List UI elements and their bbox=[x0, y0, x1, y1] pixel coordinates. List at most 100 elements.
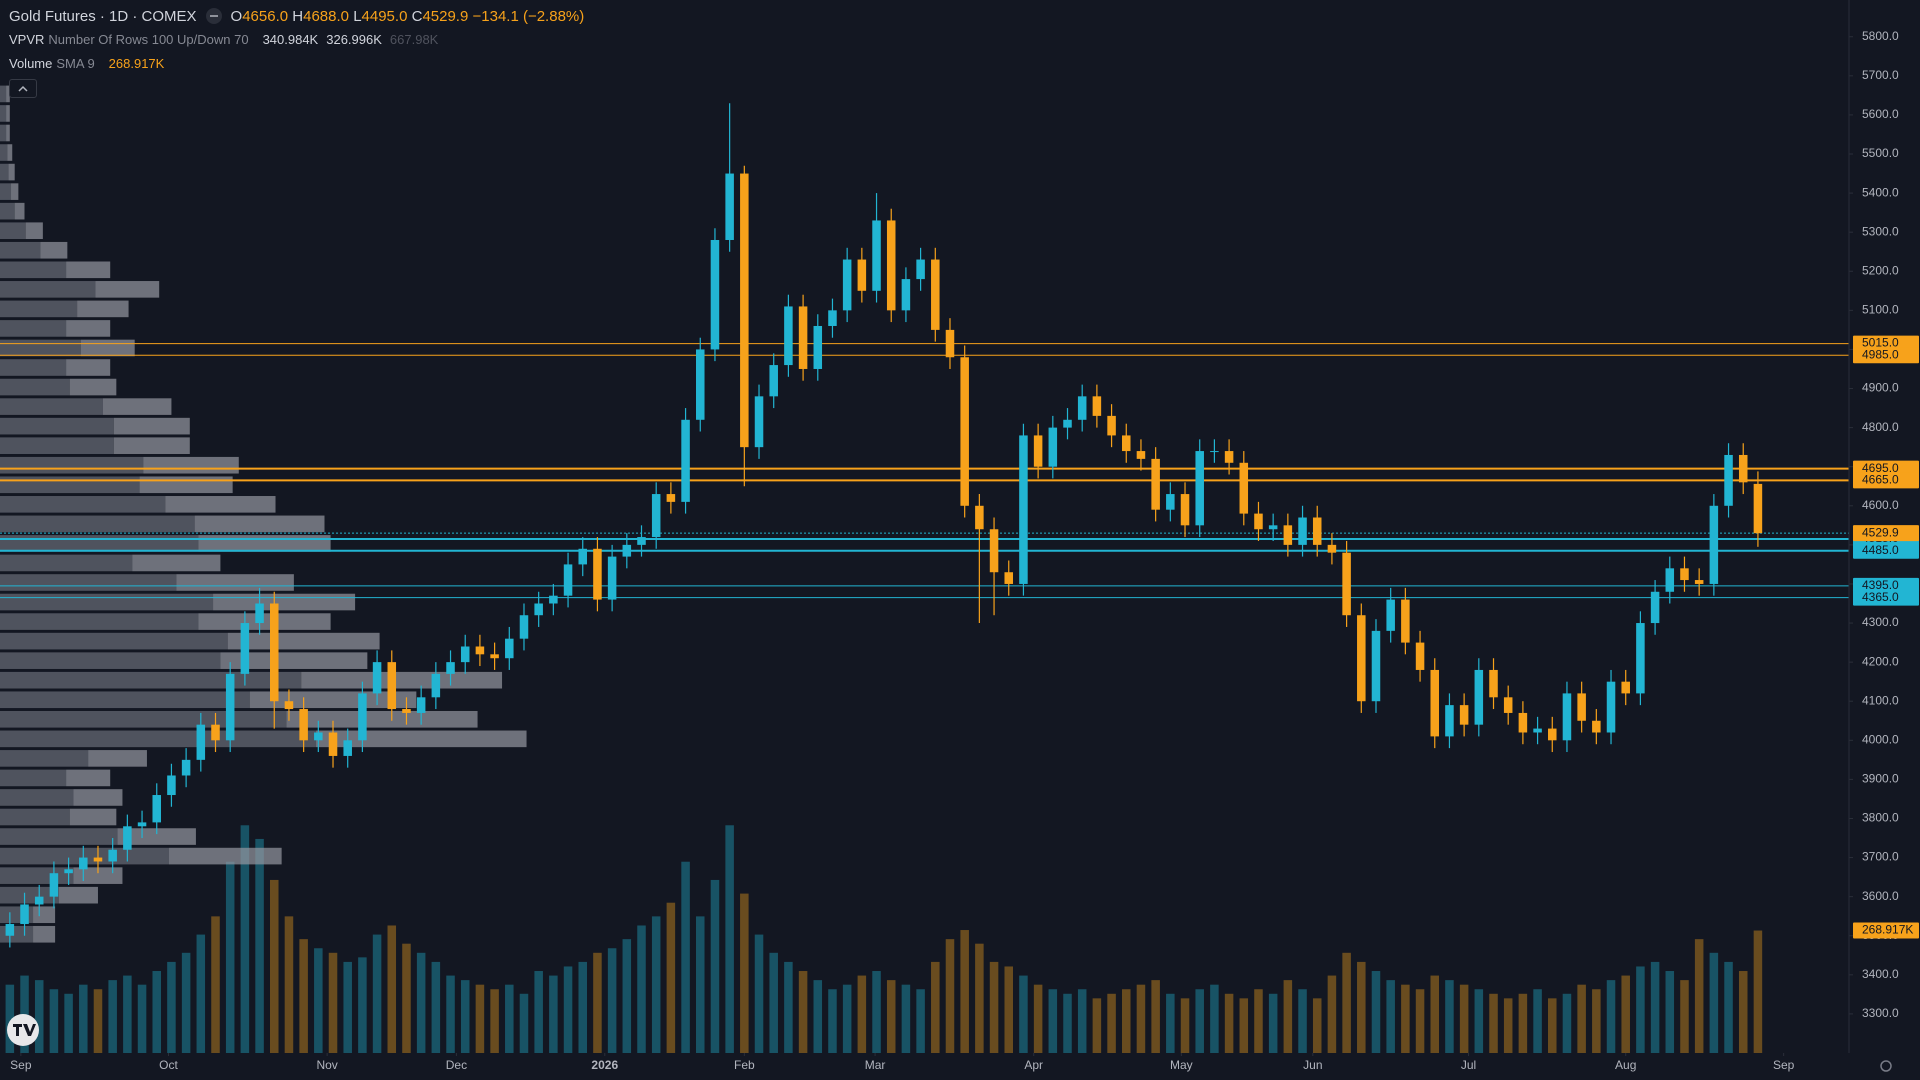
indicator-value: 340.984K bbox=[262, 32, 319, 47]
profile-down bbox=[66, 261, 111, 279]
volume-bar bbox=[505, 984, 514, 1053]
candle-body bbox=[1445, 705, 1454, 737]
logo-mark bbox=[13, 1024, 36, 1036]
y-tick-label: 4900.0 bbox=[1862, 381, 1899, 395]
candle-body bbox=[563, 564, 573, 596]
candle-body bbox=[1650, 591, 1660, 624]
ohlc-value: 4656.0 bbox=[242, 7, 289, 25]
volume-bar bbox=[269, 879, 279, 1053]
volume-box bbox=[1853, 922, 1919, 939]
candle-body bbox=[1254, 513, 1263, 530]
profile-down bbox=[77, 300, 129, 318]
ohlc: O4656.0 H4688.0 L4495.0 C4529.9 −134.1 (… bbox=[231, 8, 585, 25]
volume-bar bbox=[1577, 984, 1586, 1053]
volume-bar bbox=[534, 971, 543, 1053]
y-tick-label: 5400.0 bbox=[1862, 185, 1899, 199]
candle-body bbox=[710, 239, 720, 350]
settings-icon[interactable] bbox=[1880, 1060, 1892, 1072]
profile-up bbox=[0, 183, 12, 200]
candle-body bbox=[93, 857, 103, 862]
volume-bar bbox=[1694, 939, 1704, 1053]
candle-body bbox=[696, 349, 705, 420]
candle-body bbox=[1107, 415, 1116, 436]
last-price-box bbox=[1853, 525, 1919, 542]
candle-body bbox=[1621, 681, 1630, 694]
candle-body bbox=[578, 548, 588, 565]
volume-bar bbox=[519, 993, 529, 1053]
volume-bar bbox=[1724, 961, 1733, 1053]
y-tick-label: 3400.0 bbox=[1862, 967, 1899, 981]
candle-body bbox=[402, 709, 411, 713]
candle-body bbox=[240, 623, 250, 674]
symbol[interactable]: Gold Futures · 1D · COMEX bbox=[9, 7, 197, 25]
volume-bar bbox=[1327, 975, 1337, 1053]
candle-body bbox=[1048, 427, 1058, 467]
profile-up bbox=[0, 105, 7, 122]
profile-up bbox=[0, 241, 41, 259]
profile-up bbox=[0, 398, 103, 415]
volume-bar bbox=[1004, 966, 1014, 1053]
candle-body bbox=[1224, 451, 1234, 463]
candle-body bbox=[1122, 435, 1131, 452]
profile-down bbox=[198, 535, 331, 552]
profile-up bbox=[0, 281, 96, 298]
volume-bar bbox=[637, 925, 646, 1053]
volume-bar bbox=[490, 989, 499, 1053]
candle-body bbox=[1562, 693, 1572, 741]
volume-bar bbox=[299, 939, 308, 1053]
candle-body bbox=[1548, 728, 1557, 741]
y-tick-label: 4300.0 bbox=[1862, 615, 1899, 629]
candle-body bbox=[1004, 572, 1014, 584]
x-tick-label: Nov bbox=[316, 1058, 337, 1072]
level-box bbox=[1853, 542, 1919, 559]
hide-button[interactable] bbox=[205, 7, 223, 25]
candle-body bbox=[167, 775, 176, 796]
volume-bar bbox=[1298, 989, 1307, 1053]
candle-body bbox=[784, 306, 793, 366]
profile-up bbox=[0, 300, 78, 318]
volume-bar bbox=[1151, 980, 1160, 1053]
level-label: 5015.0 bbox=[1862, 336, 1899, 350]
volume-bar bbox=[1019, 975, 1028, 1053]
candle-body bbox=[1268, 525, 1278, 530]
profile-up bbox=[0, 593, 214, 611]
volume-bar bbox=[1312, 998, 1322, 1053]
candle-body bbox=[505, 638, 514, 659]
profile-down bbox=[33, 906, 56, 924]
collapse-button[interactable] bbox=[9, 79, 37, 98]
profile-up bbox=[0, 828, 118, 845]
indicator-name[interactable]: VPVR bbox=[9, 32, 45, 47]
profile-down bbox=[69, 808, 117, 826]
volume-bar bbox=[1107, 993, 1116, 1053]
y-tick-label: 5200.0 bbox=[1862, 263, 1899, 277]
profile-down bbox=[139, 476, 233, 494]
profile-up bbox=[0, 339, 81, 357]
candle-body bbox=[607, 556, 617, 600]
indicator-name[interactable]: Volume bbox=[9, 56, 53, 71]
volume-bar bbox=[196, 934, 206, 1053]
y-tick-label: 3600.0 bbox=[1862, 889, 1899, 903]
volume-bar bbox=[696, 916, 705, 1053]
profile-down bbox=[66, 320, 111, 337]
volume-bar bbox=[1048, 989, 1058, 1053]
profile-down bbox=[66, 359, 111, 376]
candle-body bbox=[1092, 396, 1102, 416]
profile-down bbox=[113, 417, 190, 435]
volume-bar bbox=[1518, 993, 1528, 1053]
level-box bbox=[1853, 347, 1919, 364]
volume-bar bbox=[681, 861, 690, 1053]
profile-down bbox=[33, 925, 56, 943]
volume-bar bbox=[64, 993, 73, 1053]
profile-up bbox=[0, 85, 7, 103]
candle-body bbox=[372, 662, 382, 694]
candle-body bbox=[1166, 494, 1175, 510]
volume-bar bbox=[725, 825, 734, 1053]
candle-body bbox=[1195, 451, 1204, 526]
x-tick-label: Mar bbox=[865, 1058, 886, 1072]
volume-bar bbox=[343, 961, 352, 1053]
symbol-row: Gold Futures · 1D · COMEX O4656.0 H4688.… bbox=[9, 7, 584, 25]
x-tick-label: Aug bbox=[1615, 1058, 1636, 1072]
candle-body bbox=[1298, 517, 1307, 545]
level-box bbox=[1853, 589, 1919, 606]
candle-body bbox=[475, 646, 485, 655]
